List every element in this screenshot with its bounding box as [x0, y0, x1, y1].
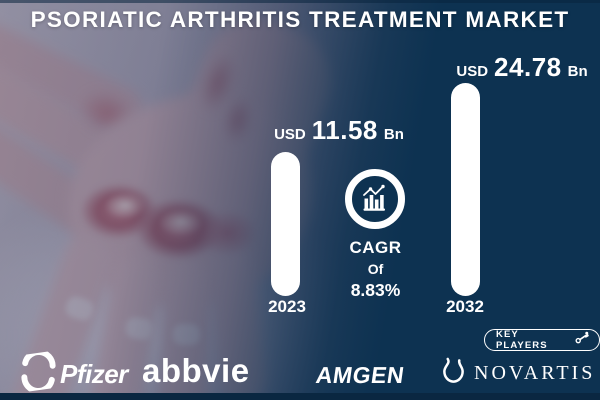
bar-value-label-2023: USD 11.58 Bn — [254, 115, 424, 146]
bottom-edge-strip — [0, 393, 600, 400]
currency-label: USD — [456, 63, 489, 80]
value-label: 11.58 — [311, 115, 378, 145]
poster-title: PSORIATIC ARTHRITIS TREATMENT MARKET — [30, 7, 570, 32]
cagr-value: 8.83% — [350, 280, 401, 300]
value-label: 24.78 — [494, 52, 562, 82]
currency-label: USD — [274, 126, 306, 143]
key-players-badge: KEY PLAYERS — [484, 329, 600, 351]
bar-year-2023: 2023 — [268, 297, 306, 316]
amgen-wordmark: AMGEN — [314, 362, 407, 388]
novartis-logo: NOVARTIS — [441, 357, 595, 390]
bar-2023 — [271, 152, 300, 296]
bar-year-2032: 2032 — [446, 297, 484, 316]
bar-2032 — [451, 83, 480, 296]
amgen-logo: AMGEN — [314, 362, 407, 389]
key-players-label: KEY PLAYERS — [496, 329, 548, 351]
novartis-wordmark: NOVARTIS — [474, 362, 596, 384]
abbvie-logo: abbvie — [142, 352, 250, 390]
cagr-of-label: Of — [367, 261, 384, 277]
growth-bar-chart-icon — [360, 182, 390, 217]
cagr-circle-badge — [345, 169, 405, 229]
unit-label: Bn — [383, 126, 404, 143]
novartis-flame-icon — [441, 357, 466, 390]
pfizer-wordmark: Pfizer — [60, 358, 128, 389]
top-edge-strip — [0, 0, 600, 3]
unit-label: Bn — [567, 63, 588, 80]
pfizer-logo: Pfizer — [20, 349, 128, 395]
cagr-label: CAGR — [349, 238, 402, 257]
abbvie-wordmark: abbvie — [142, 352, 250, 389]
key-icon — [575, 331, 590, 349]
cagr-text-block: CAGR Of 8.83% — [300, 238, 451, 301]
bar-value-label-2032: USD 24.78 Bn — [437, 52, 600, 83]
pfizer-swirl-icon — [20, 349, 57, 395]
